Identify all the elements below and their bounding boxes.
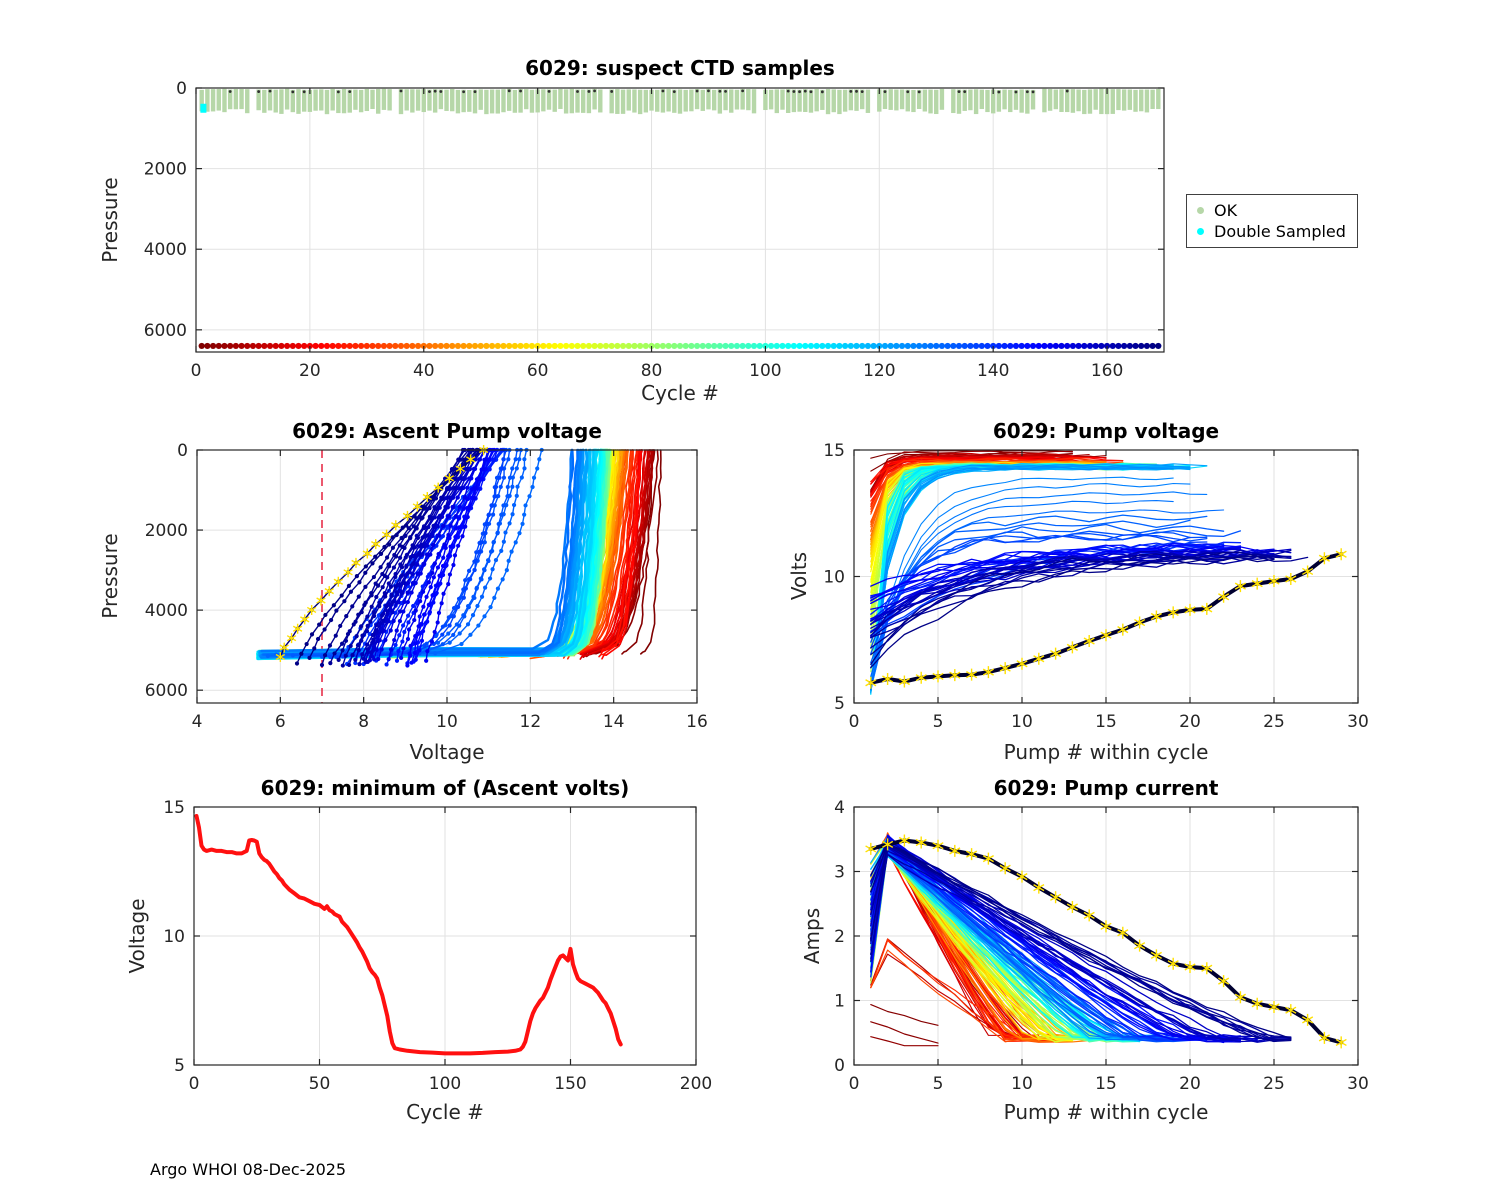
- plot-min_ascent_volts: 0 50 100 150 200 5 10 15: [163, 798, 712, 1094]
- svg-text:8: 8: [358, 712, 369, 732]
- plot-ascent_pump_voltage: 4 6 8 10 12 14 16 0 2000 4000 6000: [145, 441, 708, 732]
- plot-pump_current: 0 5 10 15 20 25 30 0 1 2 3 4: [834, 798, 1369, 1094]
- svg-text:6: 6: [275, 712, 286, 732]
- svg-text:15: 15: [163, 798, 185, 818]
- svg-text:0: 0: [176, 79, 187, 99]
- svg-text:4: 4: [192, 712, 203, 732]
- svg-text:0: 0: [834, 1056, 845, 1076]
- double-sampled-marker-icon: [1197, 228, 1204, 235]
- plot-title-ascent-pump-voltage: 6029: Ascent Pump voltage: [292, 419, 602, 443]
- svg-text:6000: 6000: [144, 321, 187, 341]
- svg-text:5: 5: [174, 1056, 185, 1076]
- ylabel-ascent-pump-voltage: Pressure: [98, 533, 122, 619]
- svg-text:160: 160: [1091, 361, 1123, 381]
- svg-text:60: 60: [527, 361, 549, 381]
- svg-text:25: 25: [1263, 1074, 1285, 1094]
- svg-text:15: 15: [1095, 712, 1117, 732]
- svg-text:140: 140: [977, 361, 1009, 381]
- svg-text:100: 100: [749, 361, 781, 381]
- ylabel-pump-voltage: Volts: [787, 551, 811, 601]
- svg-text:0: 0: [189, 1074, 200, 1094]
- plot-title-min-ascent-volts: 6029: minimum of (Ascent volts): [260, 776, 630, 800]
- svg-text:25: 25: [1263, 712, 1285, 732]
- svg-text:10: 10: [163, 927, 185, 947]
- plot-title-pump-voltage: 6029: Pump voltage: [992, 419, 1220, 443]
- svg-text:10: 10: [1011, 712, 1033, 732]
- xlabel-min-ascent-volts: Cycle #: [406, 1100, 484, 1124]
- svg-text:6000: 6000: [145, 681, 188, 701]
- svg-text:5: 5: [933, 1074, 944, 1094]
- svg-text:4000: 4000: [145, 601, 188, 621]
- legend-label-ok: OK: [1214, 201, 1238, 220]
- svg-text:40: 40: [413, 361, 435, 381]
- svg-text:100: 100: [429, 1074, 461, 1094]
- svg-text:80: 80: [641, 361, 663, 381]
- svg-text:0: 0: [849, 712, 860, 732]
- xlabel-ascent-pump-voltage: Voltage: [409, 740, 485, 764]
- svg-text:10: 10: [1011, 1074, 1033, 1094]
- svg-text:120: 120: [863, 361, 895, 381]
- svg-text:4: 4: [834, 798, 845, 818]
- svg-text:30: 30: [1347, 1074, 1369, 1094]
- xlabel-suspect-ctd: Cycle #: [641, 381, 719, 405]
- footer-stamp: Argo WHOI 08-Dec-2025: [150, 1160, 347, 1179]
- svg-text:3: 3: [834, 863, 845, 883]
- ylabel-min-ascent-volts: Voltage: [125, 898, 149, 974]
- plot-suspect_ctd_samples: 0 20 40 60 80 100 120 140 160 0 2000 4000 6000: [144, 79, 1165, 381]
- ok-marker-icon: [1197, 207, 1204, 214]
- plot-title-suspect-ctd: 6029: suspect CTD samples: [525, 56, 835, 80]
- ylabel-suspect-ctd: Pressure: [98, 177, 122, 263]
- legend-item-ok: OK: [1194, 200, 1349, 221]
- svg-text:2000: 2000: [144, 160, 187, 180]
- plot-title-pump-current: 6029: Pump current: [993, 776, 1219, 800]
- svg-text:1: 1: [834, 992, 845, 1012]
- svg-text:50: 50: [309, 1074, 331, 1094]
- legend-item-double-sampled: Double Sampled: [1194, 221, 1349, 242]
- svg-text:0: 0: [191, 361, 202, 381]
- svg-text:10: 10: [823, 568, 845, 588]
- svg-text:10: 10: [436, 712, 458, 732]
- svg-text:2000: 2000: [145, 521, 188, 541]
- svg-text:0: 0: [177, 441, 188, 461]
- svg-text:0: 0: [849, 1074, 860, 1094]
- svg-text:16: 16: [686, 712, 708, 732]
- svg-text:5: 5: [933, 712, 944, 732]
- svg-text:150: 150: [554, 1074, 586, 1094]
- svg-text:30: 30: [1347, 712, 1369, 732]
- svg-text:4000: 4000: [144, 240, 187, 260]
- svg-text:14: 14: [603, 712, 625, 732]
- svg-text:12: 12: [520, 712, 542, 732]
- svg-text:20: 20: [299, 361, 321, 381]
- svg-text:5: 5: [834, 694, 845, 714]
- svg-text:2: 2: [834, 927, 845, 947]
- xlabel-pump-current: Pump # within cycle: [1003, 1100, 1209, 1124]
- legend-label-double-sampled: Double Sampled: [1214, 222, 1346, 241]
- svg-text:20: 20: [1179, 1074, 1201, 1094]
- svg-text:15: 15: [1095, 1074, 1117, 1094]
- svg-text:200: 200: [680, 1074, 712, 1094]
- svg-text:20: 20: [1179, 712, 1201, 732]
- svg-text:15: 15: [823, 441, 845, 461]
- ylabel-pump-current: Amps: [800, 907, 824, 965]
- legend-box: OK Double Sampled: [1186, 194, 1358, 248]
- xlabel-pump-voltage: Pump # within cycle: [1003, 740, 1209, 764]
